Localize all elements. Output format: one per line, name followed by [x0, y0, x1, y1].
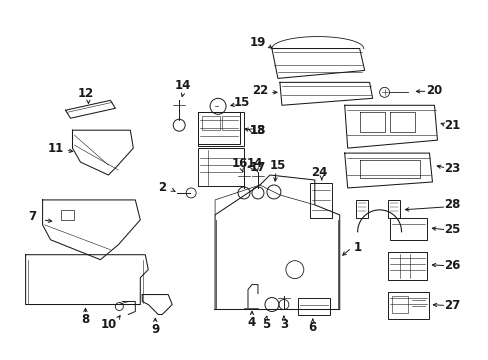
Bar — [387, 252, 427, 280]
Text: 2: 2 — [158, 181, 166, 194]
Text: 8: 8 — [81, 313, 89, 326]
Text: 12: 12 — [77, 87, 93, 100]
Text: 7: 7 — [28, 210, 37, 223]
Text: 6: 6 — [308, 321, 316, 334]
Text: 19: 19 — [249, 36, 265, 49]
Text: 15: 15 — [269, 158, 285, 172]
Text: 14: 14 — [175, 79, 191, 92]
Bar — [355, 200, 367, 218]
Text: 28: 28 — [443, 198, 460, 211]
Text: 24: 24 — [311, 166, 327, 179]
Text: 3: 3 — [279, 318, 287, 331]
Text: 20: 20 — [426, 84, 442, 97]
Text: 13: 13 — [249, 124, 265, 137]
Bar — [387, 292, 428, 319]
Bar — [309, 183, 331, 218]
Bar — [389, 218, 427, 240]
Text: 1: 1 — [353, 241, 361, 254]
Text: 26: 26 — [443, 259, 460, 272]
Bar — [222, 116, 240, 130]
Bar — [198, 148, 244, 186]
Bar — [387, 200, 399, 218]
Text: 21: 21 — [444, 119, 460, 132]
Bar — [391, 296, 407, 314]
Text: 10: 10 — [100, 318, 116, 331]
Text: 5: 5 — [261, 318, 269, 331]
Bar — [198, 112, 240, 144]
Text: 11: 11 — [47, 141, 63, 155]
Bar — [198, 112, 244, 146]
Text: 17: 17 — [249, 161, 265, 174]
Text: 4: 4 — [247, 316, 256, 329]
Bar — [202, 116, 220, 130]
Text: 15: 15 — [233, 96, 250, 109]
Text: 25: 25 — [443, 223, 460, 236]
Bar — [297, 298, 329, 315]
Text: 23: 23 — [444, 162, 460, 175]
Text: 18: 18 — [249, 124, 265, 137]
Text: 9: 9 — [151, 323, 159, 336]
Text: 27: 27 — [444, 299, 460, 312]
Text: 22: 22 — [251, 84, 267, 97]
Bar — [61, 210, 74, 220]
Text: 14: 14 — [246, 157, 263, 170]
Text: 16: 16 — [231, 157, 248, 170]
